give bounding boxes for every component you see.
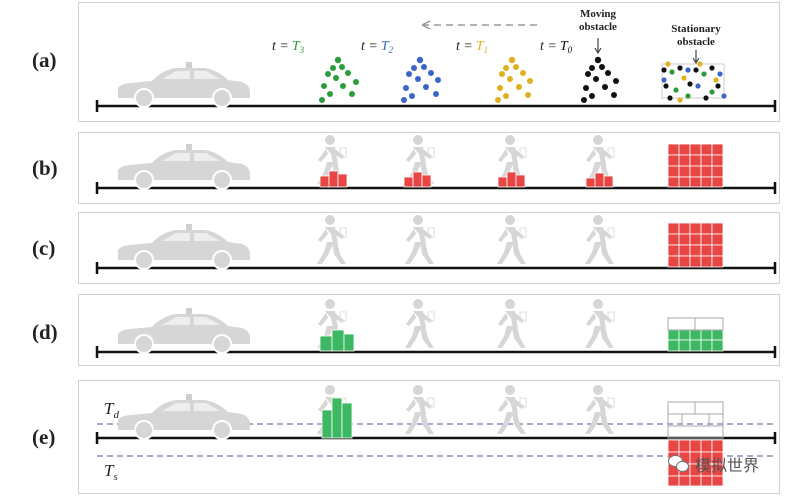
stationary-point-cloud	[661, 61, 727, 103]
point-cloud-t3	[319, 56, 359, 103]
watermark: 模拟世界	[668, 452, 759, 476]
outlined-cells-e	[667, 401, 724, 439]
occupied-cells-e	[667, 439, 724, 487]
pedestrian-icon	[496, 298, 527, 349]
vehicle-icon-d	[117, 307, 251, 354]
ground-axis-a	[95, 100, 777, 112]
pedestrian-icon	[496, 384, 527, 435]
ground-axis-e	[95, 432, 777, 444]
ground-axis-b	[95, 182, 777, 194]
ground-axis-d	[95, 346, 777, 358]
pedestrians-e	[316, 384, 615, 435]
vehicle-icon-c	[117, 223, 251, 270]
occupied-cells-b	[319, 170, 614, 188]
point-cloud-t1	[495, 56, 533, 103]
free-cells-d	[319, 329, 724, 352]
time-label-t2: t = T2	[361, 39, 394, 55]
wechat-icon	[668, 455, 690, 473]
watermark-text: 模拟世界	[695, 456, 760, 475]
moving-obstacle-caption-line1: Moving	[580, 8, 617, 20]
label-pointer-arrows	[594, 38, 700, 65]
time-label-t0: t = T0	[540, 39, 573, 55]
vehicle-icon-a	[117, 61, 251, 108]
pedestrians-b	[316, 134, 615, 185]
motion-direction-arrow	[421, 20, 540, 30]
pedestrian-icon	[584, 298, 615, 349]
row-label-c: (c)	[32, 236, 56, 260]
pedestrian-icon	[496, 214, 527, 265]
stationary-occupied-c	[667, 222, 724, 268]
free-cells-e	[321, 397, 353, 439]
pedestrian-icon	[404, 214, 435, 265]
outlined-cells-d	[667, 317, 724, 331]
stationary-obstacle-caption-line2: obstacle	[677, 36, 715, 48]
pedestrian-icon	[316, 214, 347, 265]
time-label-t1: t = T1	[456, 39, 488, 55]
threshold-label-lower: Ts	[104, 461, 118, 483]
stationary-occupied-b	[667, 143, 724, 188]
stationary-obstacle-caption-line1: Stationary	[671, 23, 721, 35]
row-label-b: (b)	[32, 156, 58, 180]
time-label-t3: t = T3	[272, 39, 305, 55]
point-cloud-t0	[581, 56, 619, 103]
threshold-label-upper: Td	[104, 399, 119, 421]
vehicle-icon-e	[117, 393, 251, 440]
pedestrian-icon	[404, 298, 435, 349]
pedestrian-icon	[404, 384, 435, 435]
pedestrian-icon	[584, 384, 615, 435]
row-label-a: (a)	[32, 48, 57, 72]
point-cloud-t2	[401, 56, 441, 103]
pedestrians-c	[316, 214, 615, 265]
pedestrian-icon	[584, 214, 615, 265]
row-label-d: (d)	[32, 320, 58, 344]
vehicle-icon-b	[117, 143, 251, 190]
pedestrians-d	[316, 298, 615, 349]
row-label-e: (e)	[32, 425, 56, 449]
moving-obstacle-caption-line2: obstacle	[579, 21, 617, 33]
ground-axis-c	[95, 262, 777, 274]
